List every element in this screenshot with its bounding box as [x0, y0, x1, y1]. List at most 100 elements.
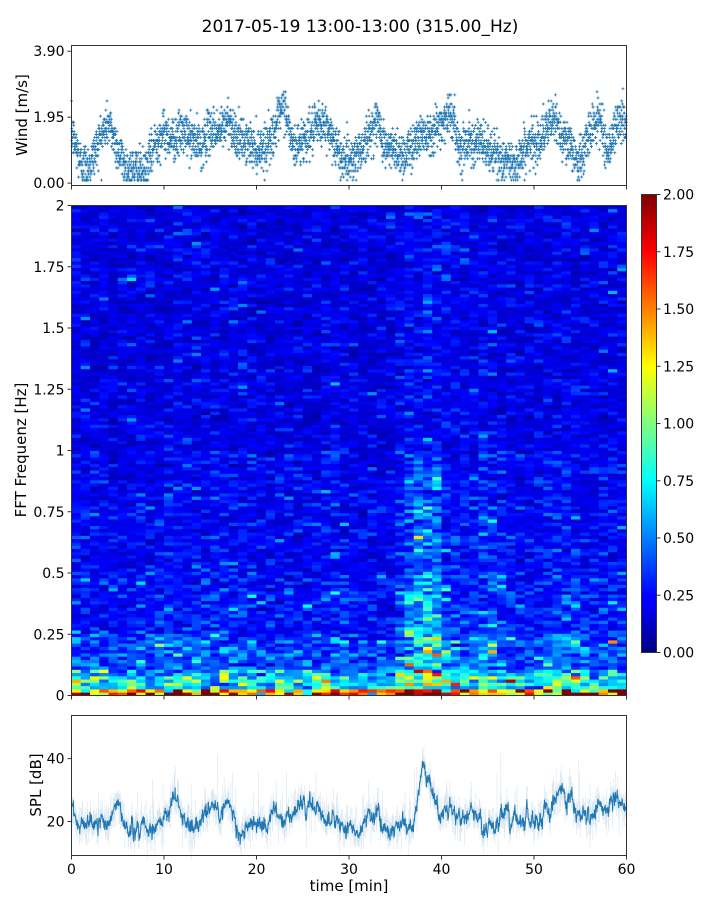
- spectrogram-cell: [72, 519, 82, 523]
- spectrogram-cell: [81, 682, 91, 686]
- spectrogram-cell: [136, 297, 146, 301]
- wind-point: [543, 145, 546, 148]
- wind-point: [409, 163, 412, 166]
- wind-point: [602, 154, 605, 157]
- spectrogram-cell: [118, 575, 128, 579]
- spectrogram-cell: [90, 343, 100, 347]
- wind-point: [518, 139, 521, 142]
- spectrogram-cell: [127, 666, 137, 670]
- spectrogram-cell: [81, 313, 91, 317]
- spectrogram-cell: [90, 219, 100, 223]
- wind-point: [184, 133, 187, 136]
- spectrogram-cell: [118, 640, 128, 644]
- spectrogram-cell: [118, 660, 128, 664]
- wind-point: [367, 109, 370, 112]
- spectrogram-cell: [72, 310, 82, 314]
- spectrogram-cell: [109, 669, 119, 673]
- wind-point: [334, 160, 337, 163]
- spectrogram-cell: [127, 447, 137, 451]
- wind-point: [536, 157, 539, 160]
- wind-point: [100, 127, 103, 130]
- wind-point: [618, 112, 621, 115]
- spectrogram-cell: [118, 382, 128, 386]
- wind-point: [371, 124, 374, 127]
- spectrogram-cell: [72, 650, 82, 654]
- spectrogram-cell: [146, 640, 156, 644]
- spectrogram-cell: [90, 232, 100, 236]
- spectrogram-cell: [146, 477, 156, 481]
- wind-point: [489, 133, 492, 136]
- spectrogram-cell: [136, 493, 146, 497]
- wind-point: [261, 145, 264, 148]
- spectrogram-cell: [99, 633, 109, 637]
- spectrogram-cell: [109, 206, 119, 210]
- wind-point: [72, 124, 75, 127]
- spectrogram-cell: [136, 535, 146, 539]
- spectrogram-cell: [99, 650, 109, 654]
- spectrogram-cell: [146, 598, 156, 602]
- wind-point: [316, 127, 319, 130]
- spectrogram-cell: [127, 336, 137, 340]
- wind-point: [508, 145, 511, 148]
- wind-point: [255, 160, 258, 163]
- wind-point: [435, 112, 438, 115]
- spectrogram-cell: [72, 398, 82, 402]
- spectrogram-cell: [90, 611, 100, 615]
- spectrogram-cell: [127, 421, 137, 425]
- spectrogram-cell: [81, 500, 91, 504]
- spectrogram-cell: [109, 565, 119, 569]
- spectrogram-cell: [136, 336, 146, 340]
- wind-point: [360, 136, 363, 139]
- spectrogram-cell: [127, 444, 137, 448]
- spectrogram-cell: [72, 431, 82, 435]
- spectrogram-cell: [127, 669, 137, 673]
- spectrogram-cell: [81, 323, 91, 327]
- spectrogram-cell: [99, 637, 109, 641]
- spectrogram-cell: [136, 441, 146, 445]
- spectrogram-cell: [99, 617, 109, 621]
- spectrogram-cell: [81, 261, 91, 265]
- spectrogram-cell: [118, 297, 128, 301]
- spectrogram-cell: [127, 398, 137, 402]
- spectrogram-cell: [81, 460, 91, 464]
- wind-point: [367, 154, 370, 157]
- wind-point: [622, 139, 625, 142]
- spectrogram-cell: [90, 225, 100, 229]
- wind-point: [612, 127, 615, 130]
- wind-point: [246, 136, 249, 139]
- wind-point: [75, 133, 78, 136]
- spectrogram-cell: [146, 235, 156, 239]
- wind-point: [492, 169, 495, 172]
- spectrogram-cell: [127, 307, 137, 311]
- wind-point: [372, 157, 375, 160]
- wind-point: [142, 176, 145, 179]
- wind-point: [265, 154, 268, 157]
- wind-point: [312, 139, 315, 142]
- wind-point: [451, 139, 454, 142]
- spectrogram-cell: [127, 689, 137, 693]
- wind-point: [538, 154, 541, 157]
- wind-point: [397, 160, 400, 163]
- wind-point: [289, 130, 292, 133]
- spectrogram-cell: [99, 457, 109, 461]
- spectrogram-cell: [127, 552, 137, 556]
- spectrogram-cell: [127, 209, 137, 213]
- wind-point: [350, 142, 353, 145]
- wind-point: [535, 145, 538, 148]
- spectrogram-cell: [146, 206, 156, 210]
- wind-point: [150, 133, 153, 136]
- spectrogram-cell: [99, 411, 109, 415]
- spectrogram-cell: [109, 529, 119, 533]
- spectrogram-cell: [99, 323, 109, 327]
- spectrogram-cell: [127, 591, 137, 595]
- wind-point: [584, 124, 587, 127]
- spectrogram-cell: [146, 238, 156, 242]
- wind-point: [574, 148, 577, 151]
- wind-point: [300, 118, 303, 121]
- spectrogram-cell: [136, 464, 146, 468]
- wind-point: [75, 145, 78, 148]
- wind-point: [539, 157, 542, 160]
- spectrogram-cell: [136, 457, 146, 461]
- spectrogram-cell: [81, 215, 91, 219]
- spectrogram-cell: [109, 362, 119, 366]
